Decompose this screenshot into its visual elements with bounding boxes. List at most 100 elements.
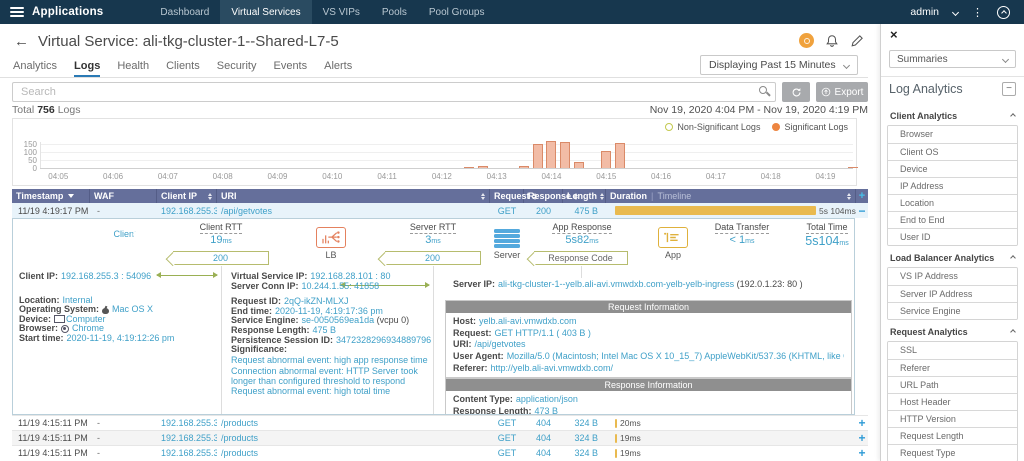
sort-desc-icon[interactable] bbox=[68, 194, 75, 198]
detail-value[interactable]: 192.168.255.3 : 54096 bbox=[61, 271, 152, 281]
add-column-button[interactable]: + bbox=[858, 190, 866, 202]
sidebar-item-device[interactable]: Device bbox=[888, 160, 1017, 177]
log-uri[interactable]: /products bbox=[221, 448, 259, 458]
user-menu-label[interactable]: admin bbox=[910, 6, 939, 18]
sort-icon[interactable] bbox=[478, 192, 485, 200]
sidebar-item-http-version[interactable]: HTTP Version bbox=[888, 410, 1017, 427]
info-value[interactable]: http://yelb.ali-avi.vmwdxb.com/ bbox=[490, 362, 614, 373]
detail-value[interactable]: 3472328296934889796 bbox=[336, 334, 432, 345]
info-value[interactable]: 473 B bbox=[534, 405, 559, 415]
sidebar-item-client-os[interactable]: Client OS bbox=[888, 143, 1017, 160]
sidebar-item-url-path[interactable]: URL Path bbox=[888, 376, 1017, 393]
column-header-waf[interactable]: WAF bbox=[90, 189, 157, 203]
significance-item[interactable]: Connection abnormal event: HTTP Server t… bbox=[231, 366, 418, 386]
sidebar-item-end-to-end[interactable]: End to End bbox=[888, 211, 1017, 228]
nav-item-dashboard[interactable]: Dashboard bbox=[160, 6, 210, 18]
close-icon[interactable]: × bbox=[890, 27, 898, 42]
info-value[interactable]: GET HTTP/1.1 ( 403 B ) bbox=[494, 327, 591, 338]
sidebar-item-ssl[interactable]: SSL bbox=[888, 342, 1017, 359]
log-uri[interactable]: /api/getvotes bbox=[221, 205, 273, 216]
legend-non-significant[interactable]: Non-Significant Logs bbox=[665, 122, 760, 132]
sidebar-item-location[interactable]: Location bbox=[888, 194, 1017, 211]
detail-value[interactable]: Internal bbox=[62, 294, 93, 305]
row-expander[interactable]: + bbox=[858, 416, 866, 430]
chevron-down-icon[interactable] bbox=[951, 8, 960, 16]
row-expander[interactable]: + bbox=[858, 446, 866, 460]
overflow-menu-icon[interactable]: ⋮ bbox=[972, 6, 983, 19]
significance-item[interactable]: Request abnormal event: high app respons… bbox=[231, 355, 428, 366]
collapse-all-button[interactable]: − bbox=[1002, 82, 1016, 96]
detail-value[interactable]: 475 B bbox=[312, 324, 337, 335]
nav-item-pools[interactable]: Pools bbox=[381, 6, 407, 18]
detail-value[interactable]: Mac OS X bbox=[112, 304, 154, 315]
server-ip-value[interactable]: ali-tkg-cluster-1--yelb.ali-avi.vmwdxb.c… bbox=[498, 279, 735, 289]
log-client-ip[interactable]: 192.168.255.3 bbox=[161, 418, 217, 428]
sidebar-item-host-header[interactable]: Host Header bbox=[888, 393, 1017, 410]
chevron-up-icon[interactable] bbox=[1010, 328, 1016, 335]
nav-item-pool-groups[interactable]: Pool Groups bbox=[428, 6, 485, 18]
detail-value[interactable]: 192.168.28.101 : 80 bbox=[310, 271, 391, 281]
log-length[interactable]: 324 B bbox=[574, 418, 598, 428]
log-client-ip[interactable]: 192.168.255.3 bbox=[161, 433, 217, 443]
significance-item[interactable]: Request abnormal event: high total time bbox=[231, 386, 391, 397]
detail-value[interactable]: 10.244.1.55: 41858 bbox=[301, 280, 380, 291]
chevron-up-icon[interactable] bbox=[1010, 254, 1016, 261]
refresh-button[interactable] bbox=[782, 82, 810, 102]
sort-icon[interactable] bbox=[571, 192, 579, 200]
row-expander[interactable]: − bbox=[858, 203, 866, 218]
log-length[interactable]: 324 B bbox=[574, 448, 598, 458]
tab-clients[interactable]: Clients bbox=[166, 59, 200, 72]
sidebar-item-request-type[interactable]: Request Type bbox=[888, 444, 1017, 461]
log-response[interactable]: 404 bbox=[535, 433, 552, 443]
column-header-uri[interactable]: URI bbox=[217, 189, 490, 203]
sidebar-item-server-ip-address[interactable]: Server IP Address bbox=[888, 285, 1017, 302]
sidebar-group-request-analytics[interactable]: Request Analytics bbox=[887, 325, 1018, 338]
column-header-timestamp[interactable]: Timestamp bbox=[12, 189, 90, 203]
column-header-length[interactable]: Length bbox=[563, 189, 606, 203]
sidebar-item-ip-address[interactable]: IP Address bbox=[888, 177, 1017, 194]
back-button[interactable]: ← bbox=[14, 32, 29, 50]
sidebar-item-referer[interactable]: Referer bbox=[888, 359, 1017, 376]
tab-alerts[interactable]: Alerts bbox=[324, 59, 353, 72]
info-value[interactable]: /api/getvotes bbox=[474, 339, 526, 350]
log-request[interactable]: GET bbox=[497, 448, 517, 458]
table-row[interactable]: 11/19 4:15:11 PM - 192.168.255.3/products G… bbox=[12, 415, 868, 430]
legend-significant[interactable]: Significant Logs bbox=[772, 122, 848, 132]
tab-security[interactable]: Security bbox=[216, 59, 257, 72]
log-client-ip[interactable]: 192.168.255.3 bbox=[161, 448, 217, 458]
sort-icon[interactable] bbox=[205, 192, 212, 200]
log-length[interactable]: 324 B bbox=[574, 433, 598, 443]
info-value[interactable]: yelb.ali-avi.vmwdxb.com bbox=[479, 316, 577, 326]
detail-value[interactable]: Chrome bbox=[72, 323, 105, 334]
hamburger-menu-icon[interactable] bbox=[10, 0, 24, 24]
column-header-client-ip[interactable]: Client IP bbox=[157, 189, 217, 203]
sort-icon[interactable] bbox=[597, 192, 604, 200]
column-header-response[interactable]: Response bbox=[524, 189, 579, 203]
detail-value[interactable]: se-0050569ea1da bbox=[301, 315, 375, 326]
log-uri[interactable]: /products bbox=[221, 433, 259, 443]
sidebar-item-service-engine[interactable]: Service Engine bbox=[888, 302, 1017, 319]
sidebar-group-load-balancer-analytics[interactable]: Load Balancer Analytics bbox=[887, 251, 1018, 264]
log-response[interactable]: 200 bbox=[535, 205, 552, 216]
table-row[interactable]: 11/19 4:15:11 PM - 192.168.255.3/products G… bbox=[12, 445, 868, 460]
log-response[interactable]: 404 bbox=[535, 418, 552, 428]
detail-value[interactable]: 2020-11-19, 4:19:12:26 pm bbox=[66, 332, 175, 343]
info-value[interactable]: application/json bbox=[515, 394, 578, 404]
table-row[interactable]: 11/19 4:19:17 PM - 192.168.255.3/api/getvo… bbox=[12, 203, 868, 218]
time-range-select[interactable]: Displaying Past 15 Minutes bbox=[700, 55, 858, 75]
log-request[interactable]: GET bbox=[497, 418, 517, 428]
sidebar-item-user-id[interactable]: User ID bbox=[888, 228, 1017, 245]
log-length[interactable]: 475 B bbox=[574, 205, 598, 216]
sidebar-group-client-analytics[interactable]: Client Analytics bbox=[887, 109, 1018, 122]
nav-item-virtual-services[interactable]: Virtual Services bbox=[220, 0, 312, 24]
notifications-bell-icon[interactable] bbox=[825, 34, 839, 48]
chevron-up-icon[interactable] bbox=[1010, 112, 1016, 119]
detail-value[interactable]: 2qQ-ikZN-MLXJ bbox=[284, 296, 349, 307]
sidebar-item-browser[interactable]: Browser bbox=[888, 126, 1017, 143]
edit-pencil-icon[interactable] bbox=[850, 34, 864, 48]
log-request[interactable]: GET bbox=[497, 433, 517, 443]
column-header-request[interactable]: Request bbox=[490, 189, 537, 203]
about-icon[interactable] bbox=[997, 5, 1010, 19]
log-response[interactable]: 404 bbox=[535, 448, 552, 458]
detail-value[interactable]: Computer bbox=[66, 313, 106, 324]
